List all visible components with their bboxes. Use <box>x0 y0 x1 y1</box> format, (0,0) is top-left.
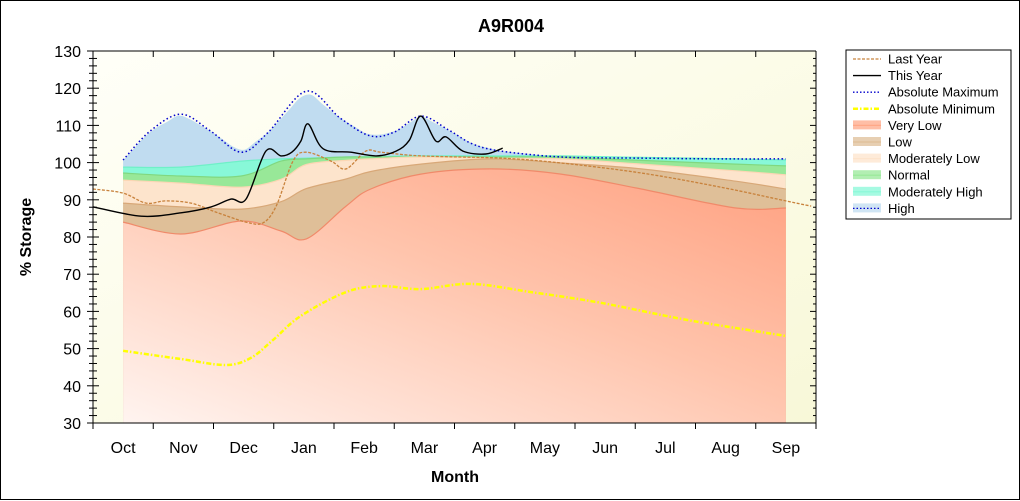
y-tick-label: 50 <box>63 342 81 359</box>
legend-label: Absolute Maximum <box>888 85 999 100</box>
x-tick-label: Oct <box>111 440 136 457</box>
x-tick-label: Mar <box>411 440 439 457</box>
x-tick-label: Jul <box>655 440 675 457</box>
y-tick-label: 110 <box>55 118 81 135</box>
legend-label: High <box>888 201 915 216</box>
legend-label: Absolute Minimum <box>888 101 995 116</box>
y-tick-label: 130 <box>54 44 81 61</box>
legend-label: Normal <box>888 168 930 183</box>
x-tick-label: Jun <box>592 440 618 457</box>
legend-label: This Year <box>888 68 943 83</box>
x-tick-label: May <box>530 440 560 457</box>
y-axis-title: % Storage <box>18 198 35 276</box>
legend-label: Last Year <box>888 52 943 67</box>
x-tick-label: Nov <box>169 440 197 457</box>
y-tick-label: 120 <box>54 81 81 98</box>
x-tick-label: Aug <box>711 440 739 457</box>
y-tick-label: 100 <box>54 156 81 173</box>
y-tick-label: 40 <box>63 379 81 396</box>
x-tick-label: Jan <box>291 440 317 457</box>
y-tick-label: 30 <box>63 416 81 433</box>
legend-label: Low <box>888 135 912 150</box>
x-tick-label: Apr <box>472 440 498 457</box>
y-tick-label: 80 <box>63 230 81 247</box>
x-tick-label: Dec <box>229 440 257 457</box>
legend-label: Moderately High <box>888 184 983 199</box>
y-tick-label: 60 <box>63 304 81 321</box>
x-axis-title: Month <box>431 469 479 486</box>
y-tick-label: 70 <box>63 267 81 284</box>
x-tick-label: Sep <box>772 440 801 457</box>
legend-label: Moderately Low <box>888 151 980 166</box>
y-tick-label: 90 <box>63 193 81 210</box>
x-tick-label: Feb <box>350 440 378 457</box>
legend-label: Very Low <box>888 118 942 133</box>
chart-title: A9R004 <box>478 16 544 36</box>
